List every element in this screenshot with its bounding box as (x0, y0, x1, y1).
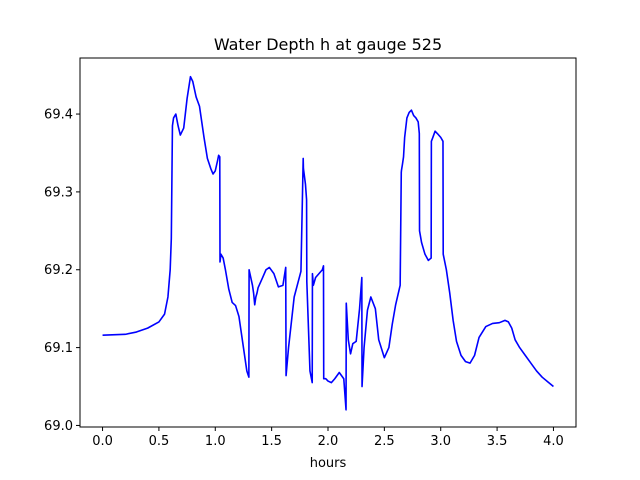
x-tick-label: 2.5 (374, 434, 395, 449)
x-tick-label: 4.0 (543, 434, 564, 449)
x-tick-label: 3.5 (487, 434, 508, 449)
x-tick-label: 1.5 (261, 434, 282, 449)
y-tick-label: 69.0 (44, 419, 73, 434)
plot-frame (79, 57, 577, 428)
x-tick-label: 3.0 (430, 434, 451, 449)
x-axis-label: hours (310, 456, 347, 471)
y-tick-label: 69.3 (44, 185, 73, 200)
x-tick-label: 0.5 (149, 434, 170, 449)
x-tick-label: 0.0 (92, 434, 113, 449)
y-tick-label: 69.1 (44, 341, 73, 356)
chart-title: Water Depth h at gauge 525 (214, 35, 442, 54)
y-tick-label: 69.2 (44, 263, 73, 278)
x-tick-label: 2.0 (318, 434, 339, 449)
y-axis: 69.0 69.1 69.2 69.3 69.4 (44, 108, 80, 434)
plot-area (79, 57, 577, 428)
x-tick-label: 1.0 (205, 434, 226, 449)
x-axis: 0.0 0.5 1.0 1.5 2.0 2.5 3.0 3.5 4.0 (92, 427, 564, 449)
y-tick-label: 69.4 (44, 108, 73, 123)
series-line-0 (102, 75, 554, 411)
